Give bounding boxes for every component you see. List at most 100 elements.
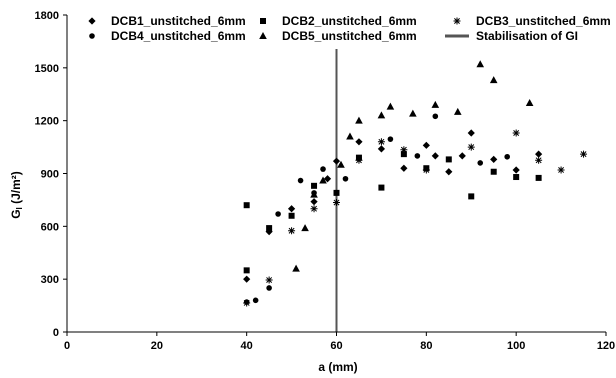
data-point xyxy=(512,129,520,137)
x-tick-label: 40 xyxy=(241,340,253,352)
data-point xyxy=(243,267,250,274)
data-point xyxy=(422,141,430,149)
data-point xyxy=(323,175,332,183)
legend-item: Stabilisation of GI xyxy=(445,29,578,43)
x-tick-label: 20 xyxy=(151,340,163,352)
legend-label: Stabilisation of GI xyxy=(476,29,578,43)
data-point xyxy=(387,136,394,142)
data-point xyxy=(512,166,520,174)
data-point xyxy=(504,153,510,160)
data-point xyxy=(535,174,542,181)
legend-label: DCB3_unstitched_6mm xyxy=(476,14,611,28)
x-tick-label: 100 xyxy=(507,340,525,352)
data-point xyxy=(432,113,439,120)
data-point xyxy=(310,198,318,206)
legend-item: DCB5_unstitched_6mm xyxy=(259,29,417,43)
legend-item: DCB1_unstitched_6mm xyxy=(88,14,246,28)
legend-marker xyxy=(260,18,266,24)
data-point xyxy=(243,275,251,283)
legend-item: DCB3_unstitched_6mm xyxy=(453,14,611,28)
data-point xyxy=(535,150,543,158)
data-point xyxy=(355,116,363,124)
data-point xyxy=(332,157,341,165)
data-point xyxy=(557,166,565,174)
x-tick-label: 0 xyxy=(64,340,70,352)
data-point xyxy=(378,184,385,191)
data-point xyxy=(468,193,475,200)
data-point xyxy=(445,168,453,176)
data-point xyxy=(525,99,534,107)
data-point xyxy=(467,143,475,151)
x-tick-label: 120 xyxy=(597,340,615,352)
legend-marker xyxy=(453,17,461,25)
data-point xyxy=(400,164,408,172)
data-point xyxy=(243,299,250,305)
data-point xyxy=(386,102,395,110)
data-point xyxy=(243,202,250,209)
legend-item: DCB2_unstitched_6mm xyxy=(260,14,417,28)
data-point xyxy=(333,189,340,196)
data-point xyxy=(458,152,466,160)
y-axis-label-unit: (J/m²) xyxy=(9,171,23,207)
data-point xyxy=(400,146,408,154)
data-point xyxy=(265,276,273,284)
data-point xyxy=(535,156,543,164)
y-tick-label: 1200 xyxy=(35,116,59,128)
y-axis-label-subscript: I xyxy=(15,207,24,209)
data-point xyxy=(346,132,354,140)
legend-label: DCB2_unstitched_6mm xyxy=(282,14,417,28)
data-point xyxy=(292,264,300,272)
data-point xyxy=(287,205,296,213)
data-point xyxy=(453,107,462,115)
data-point xyxy=(320,166,326,172)
y-tick-label: 600 xyxy=(41,221,59,233)
data-point xyxy=(252,297,259,304)
data-point xyxy=(445,156,452,163)
data-point xyxy=(319,176,327,184)
legend-marker xyxy=(259,32,267,39)
data-point xyxy=(431,100,440,108)
data-point xyxy=(477,160,484,166)
data-point xyxy=(431,152,439,160)
data-point xyxy=(275,211,281,217)
x-tick-label: 60 xyxy=(330,340,342,352)
data-point xyxy=(422,166,430,174)
data-point xyxy=(414,153,421,159)
series-5 xyxy=(292,60,534,272)
data-point xyxy=(476,60,485,68)
data-point xyxy=(490,155,498,164)
data-point xyxy=(400,151,407,158)
y-tick-label: 1800 xyxy=(35,10,59,22)
data-point xyxy=(513,174,520,181)
legend-label: DCB5_unstitched_6mm xyxy=(282,29,417,43)
data-point xyxy=(377,145,386,153)
series-4 xyxy=(243,113,510,305)
y-tick-label: 1500 xyxy=(35,63,59,75)
y-axis-label-main: G xyxy=(9,209,23,218)
data-point xyxy=(301,224,309,232)
data-point xyxy=(310,205,318,213)
legend-item: DCB4_unstitched_6mm xyxy=(89,29,246,43)
data-point xyxy=(580,150,588,158)
x-axis-label: a (mm) xyxy=(318,360,357,374)
data-point xyxy=(409,109,417,117)
legend-label: DCB1_unstitched_6mm xyxy=(111,14,246,28)
data-point xyxy=(467,129,475,137)
data-point xyxy=(337,160,345,168)
series-1 xyxy=(243,129,543,283)
data-point xyxy=(490,168,497,175)
y-axis-label: GI (J/m²) xyxy=(9,171,24,219)
legend-marker xyxy=(89,33,95,39)
data-point xyxy=(333,199,340,207)
x-tick-label: 80 xyxy=(420,340,432,352)
data-point xyxy=(288,227,296,235)
data-point xyxy=(266,285,272,291)
y-tick-label: 0 xyxy=(53,327,59,339)
data-point xyxy=(355,138,363,146)
legend-marker xyxy=(88,17,96,25)
data-point xyxy=(377,111,386,119)
data-point xyxy=(266,225,273,232)
plot-area xyxy=(243,49,588,332)
data-point xyxy=(377,138,385,146)
